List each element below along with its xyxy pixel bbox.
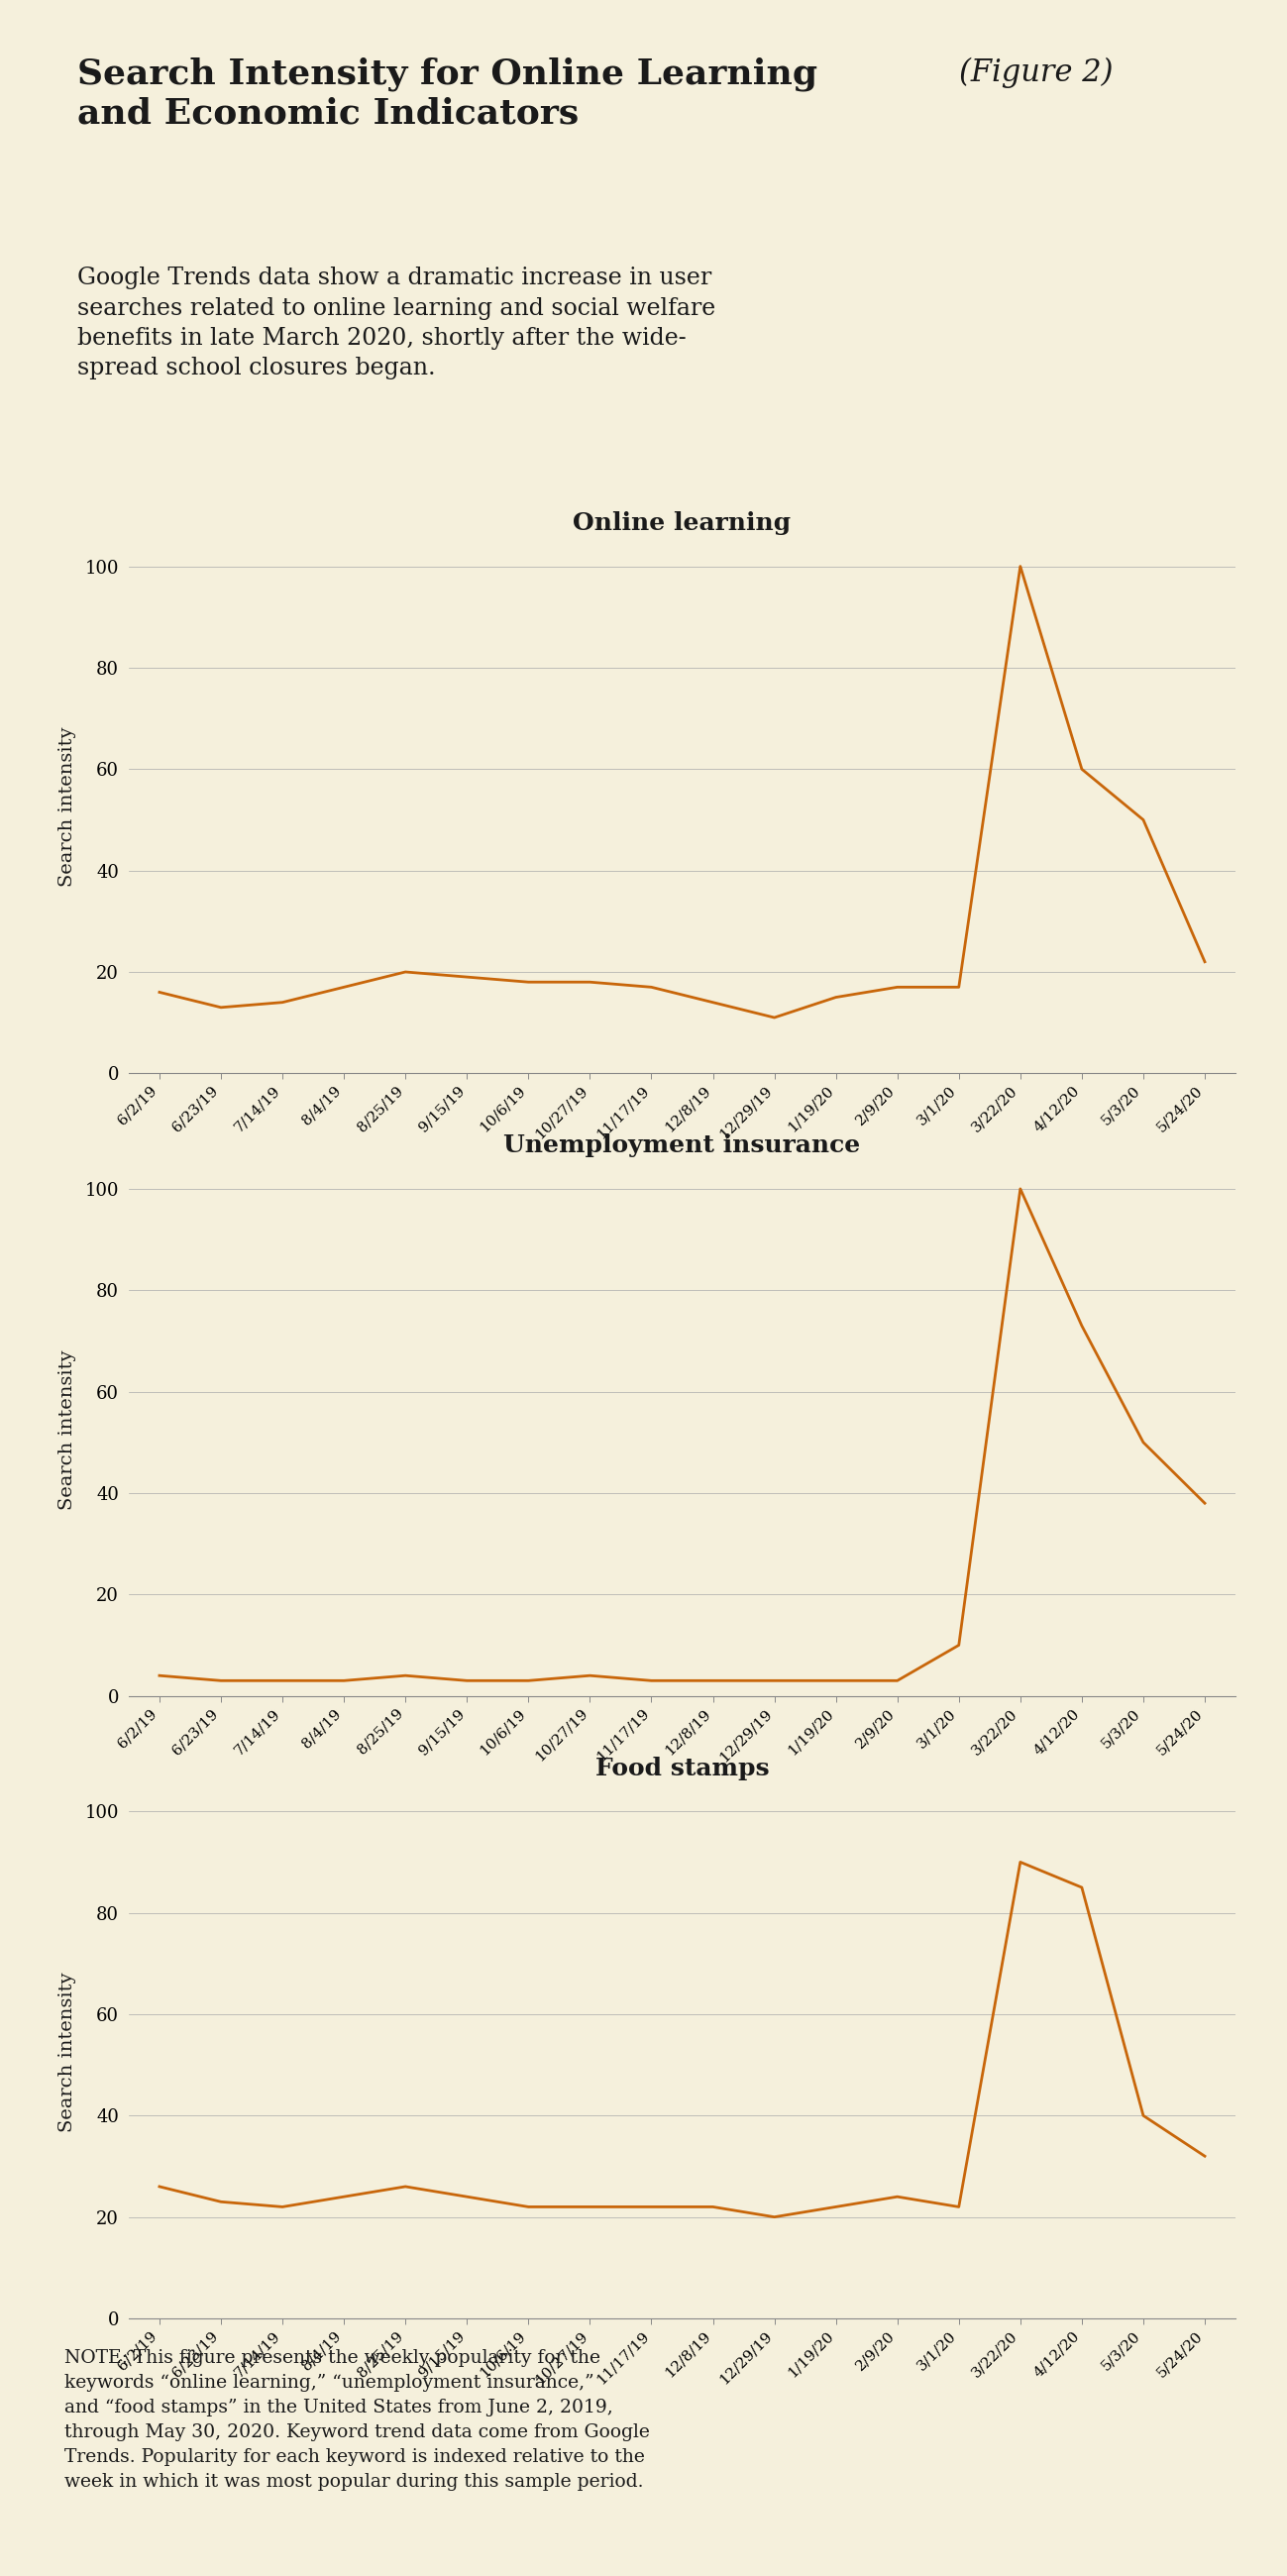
Title: Online learning: Online learning (573, 510, 792, 536)
Y-axis label: Search intensity: Search intensity (59, 726, 77, 886)
Title: Food stamps: Food stamps (595, 1757, 770, 1780)
Title: Unemployment insurance: Unemployment insurance (503, 1133, 861, 1157)
Y-axis label: Search intensity: Search intensity (59, 1350, 77, 1510)
Text: NOTE: This figure presents the weekly popularity for the
keywords “online learni: NOTE: This figure presents the weekly po… (64, 2349, 650, 2491)
Polygon shape (1194, 0, 1287, 214)
Y-axis label: Search intensity: Search intensity (59, 1973, 77, 2133)
Polygon shape (1205, 0, 1287, 214)
Text: Google Trends data show a dramatic increase in user
searches related to online l: Google Trends data show a dramatic incre… (77, 268, 716, 379)
Text: (Figure 2): (Figure 2) (959, 57, 1113, 88)
Text: Search Intensity for Online Learning
and Economic Indicators: Search Intensity for Online Learning and… (77, 57, 817, 131)
